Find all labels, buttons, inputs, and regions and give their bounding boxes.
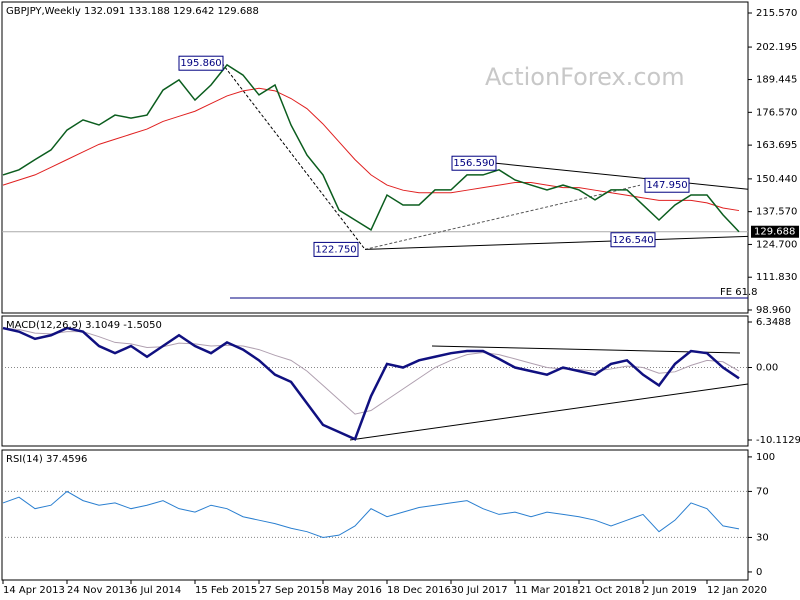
level-box bbox=[178, 55, 224, 71]
x-tick-label: 8 May 2016 bbox=[323, 585, 382, 596]
x-tick-label: 18 Dec 2016 bbox=[387, 585, 451, 596]
current-price-box bbox=[751, 225, 799, 238]
y-tick-label: 137.570 bbox=[756, 207, 797, 218]
level-box bbox=[610, 232, 656, 248]
panel-title: GBPJPY,Weekly 132.091 133.188 129.642 12… bbox=[6, 6, 259, 17]
y-tick-label: 215.570 bbox=[756, 8, 797, 19]
x-tick-label: 27 Sep 2015 bbox=[259, 585, 322, 596]
series-line bbox=[2, 326, 740, 441]
panel-title: RSI(14) 37.4596 bbox=[6, 454, 87, 465]
x-tick-label: 21 Oct 2018 bbox=[579, 585, 641, 596]
x-tick-label: 24 Nov 2013 bbox=[67, 585, 131, 596]
current-price-label: 129.688 bbox=[754, 227, 795, 238]
trendline bbox=[221, 62, 366, 250]
y-tick-label: 189.445 bbox=[756, 75, 797, 86]
trendline bbox=[495, 162, 749, 190]
series-line bbox=[2, 490, 740, 538]
trendline bbox=[349, 383, 749, 441]
y-tick-label: 0 bbox=[756, 567, 762, 578]
fe-label: FE 61.8 bbox=[720, 287, 758, 298]
level-label: 195.860 bbox=[180, 58, 221, 69]
trendline bbox=[364, 184, 641, 250]
y-tick-label: 100 bbox=[756, 452, 775, 463]
x-tick-label: 14 Apr 2013 bbox=[3, 585, 65, 596]
y-tick-label: 111.830 bbox=[756, 272, 797, 283]
x-tick-label: 15 Feb 2015 bbox=[195, 585, 257, 596]
y-tick-label: 0.00 bbox=[756, 363, 778, 374]
x-tick-label: 2 Jun 2019 bbox=[643, 585, 697, 596]
y-tick-label: -10.1129 bbox=[756, 435, 800, 446]
panel-title: MACD(12,26,9) 3.1049 -1.5050 bbox=[6, 320, 162, 331]
series-line bbox=[2, 63, 740, 233]
series-line bbox=[2, 327, 740, 415]
level-box bbox=[313, 241, 359, 257]
series-line bbox=[2, 87, 740, 212]
y-tick-label: 163.695 bbox=[756, 140, 797, 151]
level-box bbox=[451, 155, 497, 171]
y-tick-label: 70 bbox=[756, 486, 769, 497]
y-tick-label: 98.960 bbox=[756, 305, 791, 316]
level-label: 147.950 bbox=[646, 180, 687, 191]
level-label: 156.590 bbox=[453, 158, 494, 169]
x-tick-label: 11 Mar 2018 bbox=[515, 585, 578, 596]
panel-frame bbox=[1, 449, 749, 581]
y-tick-label: 30 bbox=[756, 532, 769, 543]
panel-frame bbox=[1, 1, 749, 314]
level-box bbox=[644, 177, 690, 193]
x-tick-label: 30 Jul 2017 bbox=[451, 585, 508, 596]
panel-frame bbox=[1, 315, 749, 447]
watermark: ActionForex.com bbox=[485, 63, 685, 91]
y-tick-label: 124.700 bbox=[756, 239, 797, 250]
level-label: 122.750 bbox=[315, 244, 356, 255]
x-tick-label: 12 Jan 2020 bbox=[707, 585, 767, 596]
level-label: 126.540 bbox=[612, 235, 653, 246]
y-tick-label: 202.195 bbox=[756, 42, 797, 53]
y-tick-label: 176.570 bbox=[756, 107, 797, 118]
x-tick-label: 6 Jul 2014 bbox=[131, 585, 181, 596]
y-tick-label: 6.3488 bbox=[756, 317, 791, 328]
y-tick-label: 150.440 bbox=[756, 174, 797, 185]
trendline bbox=[364, 235, 749, 250]
